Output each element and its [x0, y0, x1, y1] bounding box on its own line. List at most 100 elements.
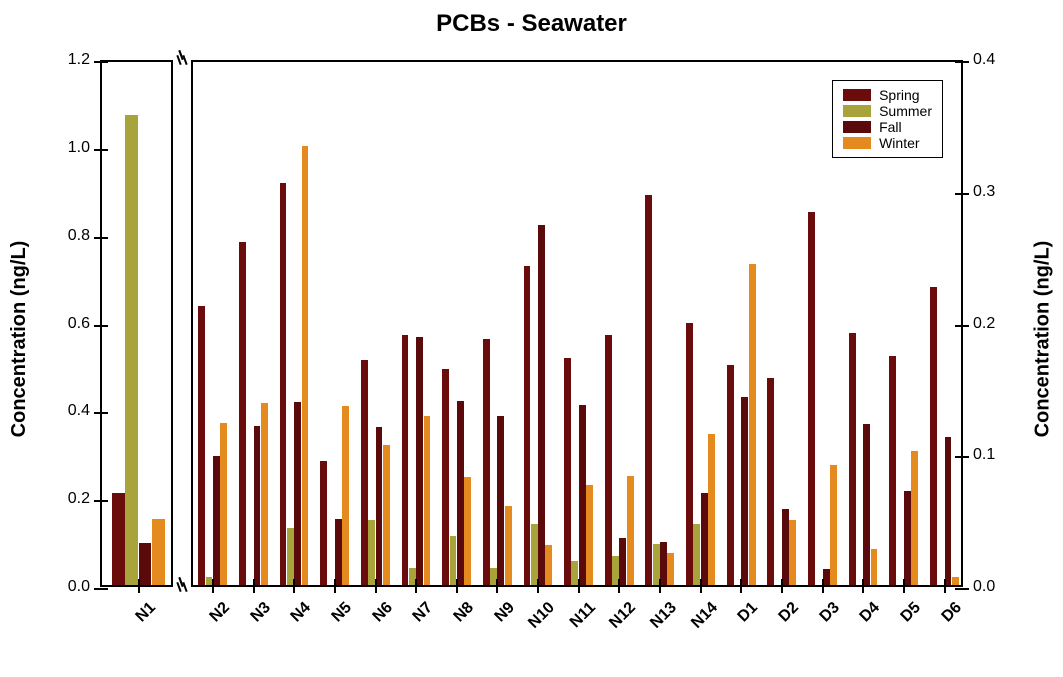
xtick — [334, 585, 336, 593]
ytick-inner — [102, 500, 108, 502]
ytick — [94, 588, 102, 590]
xtick-inner — [138, 579, 140, 585]
x-label-N6: N6 — [348, 599, 396, 647]
ytick — [961, 588, 969, 590]
xtick — [456, 585, 458, 593]
ytick-label: 1.2 — [50, 51, 90, 69]
xtick-inner — [578, 579, 580, 585]
bar-N2-spring — [198, 306, 205, 585]
x-label-N10: N10 — [511, 599, 559, 647]
legend-swatch — [843, 121, 871, 133]
bar-N8-summer — [450, 536, 457, 585]
ytick-label: 0.6 — [50, 315, 90, 333]
ytick-inner — [102, 149, 108, 151]
bar-N10-summer — [531, 524, 538, 585]
ytick-inner — [955, 193, 961, 195]
bar-N14-winter — [708, 434, 715, 586]
axis-break — [176, 581, 188, 593]
bar-D6-spring — [930, 287, 937, 585]
x-label-D1: D1 — [714, 599, 762, 647]
xtick-inner — [740, 579, 742, 585]
xtick — [496, 585, 498, 593]
bar-N8-spring — [442, 369, 449, 585]
x-label-D5: D5 — [877, 599, 925, 647]
bar-N10-fall — [538, 225, 545, 585]
xtick-inner — [944, 579, 946, 585]
legend-item-winter: Winter — [843, 135, 932, 151]
xtick — [781, 585, 783, 593]
bar-N12-fall — [619, 538, 626, 585]
bar-N5-fall — [335, 519, 342, 585]
x-label-N8: N8 — [429, 599, 477, 647]
ytick-inner — [102, 237, 108, 239]
xtick-inner — [212, 579, 214, 585]
x-label-N1: N1 — [111, 599, 159, 647]
bar-N8-winter — [464, 477, 471, 585]
x-label-N12: N12 — [592, 599, 640, 647]
legend-item-spring: Spring — [843, 87, 932, 103]
bar-D3-spring — [808, 212, 815, 585]
bar-N3-fall — [254, 426, 261, 585]
bar-N11-fall — [579, 405, 586, 585]
bar-N13-spring — [645, 195, 652, 585]
bar-D2-winter — [789, 520, 796, 585]
ytick — [961, 325, 969, 327]
y-axis-label-right: Concentration (ng/L) — [1032, 240, 1055, 437]
bar-D6-winter — [952, 577, 959, 585]
bar-N6-summer — [368, 520, 375, 585]
xtick-inner — [781, 579, 783, 585]
xtick — [253, 585, 255, 593]
bar-N2-fall — [213, 456, 220, 585]
ytick-label: 0.1 — [973, 446, 1013, 464]
legend-item-fall: Fall — [843, 119, 932, 135]
bar-D4-fall — [863, 424, 870, 585]
xtick-inner — [862, 579, 864, 585]
ytick-label: 0.0 — [973, 578, 1013, 596]
ytick — [94, 412, 102, 414]
ytick-label: 0.8 — [50, 227, 90, 245]
x-label-N4: N4 — [267, 599, 315, 647]
legend-label: Spring — [879, 87, 919, 103]
bar-N7-fall — [416, 337, 423, 585]
ytick — [94, 500, 102, 502]
x-label-N7: N7 — [389, 599, 437, 647]
ytick-label: 0.3 — [973, 183, 1013, 201]
bar-D3-fall — [823, 569, 830, 585]
bar-N9-spring — [483, 339, 490, 585]
bar-D5-winter — [911, 451, 918, 585]
bar-N6-spring — [361, 360, 368, 585]
ytick-inner — [955, 588, 961, 590]
bar-N12-winter — [627, 476, 634, 585]
ytick — [961, 456, 969, 458]
bar-N1-summer — [125, 115, 138, 585]
plot-panel-left — [100, 60, 173, 587]
bar-N6-winter — [383, 445, 390, 585]
xtick — [293, 585, 295, 593]
ytick-inner — [102, 325, 108, 327]
bar-N10-winter — [545, 545, 552, 585]
ytick-inner — [955, 456, 961, 458]
ytick-inner — [102, 61, 108, 63]
xtick — [375, 585, 377, 593]
chart-container: PCBs - Seawater Concentration (ng/L) Con… — [0, 0, 1063, 677]
x-label-D6: D6 — [917, 599, 965, 647]
xtick — [138, 585, 140, 593]
legend-swatch — [843, 89, 871, 101]
bar-N13-winter — [667, 553, 674, 585]
xtick-inner — [334, 579, 336, 585]
ytick-label: 1.0 — [50, 139, 90, 157]
bar-N13-fall — [660, 542, 667, 585]
x-label-N13: N13 — [633, 599, 681, 647]
ytick-inner — [102, 412, 108, 414]
axis-break — [176, 54, 188, 66]
bar-N12-spring — [605, 335, 612, 585]
ytick-label: 0.2 — [50, 490, 90, 508]
bar-N1-winter — [152, 519, 165, 585]
bar-N1-spring — [112, 493, 125, 585]
bar-N5-winter — [342, 406, 349, 585]
xtick — [578, 585, 580, 593]
ytick — [94, 237, 102, 239]
bar-N3-spring — [239, 242, 246, 585]
xtick — [944, 585, 946, 593]
ytick-label: 0.0 — [50, 578, 90, 596]
